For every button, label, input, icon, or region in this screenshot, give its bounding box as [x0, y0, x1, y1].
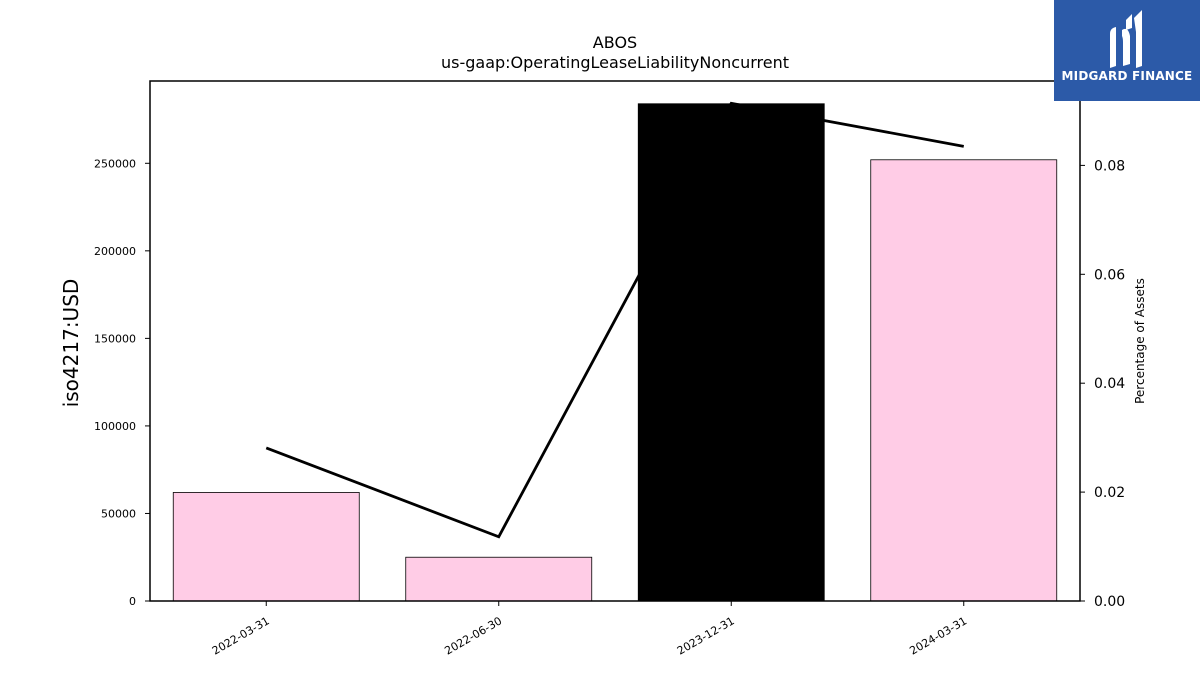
x-axis-ticks: 2022-03-31 2022-06-30 2023-12-31 2024-03-31: [210, 601, 969, 658]
x-tick-label: 2024-03-31: [907, 614, 969, 657]
y-tick-label: 150000: [94, 332, 136, 345]
x-tick-label: 2023-12-31: [675, 614, 737, 657]
chart-title: ABOS: [593, 33, 637, 52]
y-tick-label: 250000: [94, 157, 136, 170]
y2-tick-label: 0.08: [1094, 158, 1125, 174]
left-axis-ticks: 0 50000 100000 150000 200000 250000: [94, 157, 150, 608]
x-tick-label: 2022-06-30: [442, 614, 504, 657]
y-tick-label: 50000: [101, 507, 136, 520]
chart-subtitle: us-gaap:OperatingLeaseLiabilityNoncurren…: [441, 53, 789, 72]
brand-logo: MIDGARD FINANCE: [1054, 0, 1200, 101]
y2-axis-label: Percentage of Assets: [1133, 278, 1147, 404]
y2-tick-label: 0.06: [1094, 267, 1125, 283]
y-axis-label: iso4217:USD: [59, 279, 83, 408]
bar-2022-03-31: [172, 492, 360, 602]
percentage-line: [265, 101, 965, 539]
y-tick-label: 0: [129, 595, 136, 608]
line-group: [265, 101, 965, 539]
brand-mark-icon: [1110, 10, 1142, 68]
right-axis-ticks: 0.00 0.02 0.04 0.06 0.08: [1080, 158, 1125, 610]
y2-tick-label: 0.00: [1094, 594, 1125, 610]
y-tick-label: 100000: [94, 420, 136, 433]
bar-2022-06-30: [405, 556, 593, 602]
x-tick-label: 2022-03-31: [210, 614, 272, 657]
bars-group: [172, 103, 1058, 602]
y2-tick-label: 0.04: [1094, 376, 1125, 392]
y2-tick-label: 0.02: [1094, 485, 1125, 501]
bar-2023-12-31: [637, 103, 825, 602]
plot-frame: [149, 80, 1081, 602]
brand-name: MIDGARD FINANCE: [1061, 69, 1193, 83]
y-tick-label: 200000: [94, 245, 136, 258]
bar-2024-03-31: [870, 159, 1058, 602]
